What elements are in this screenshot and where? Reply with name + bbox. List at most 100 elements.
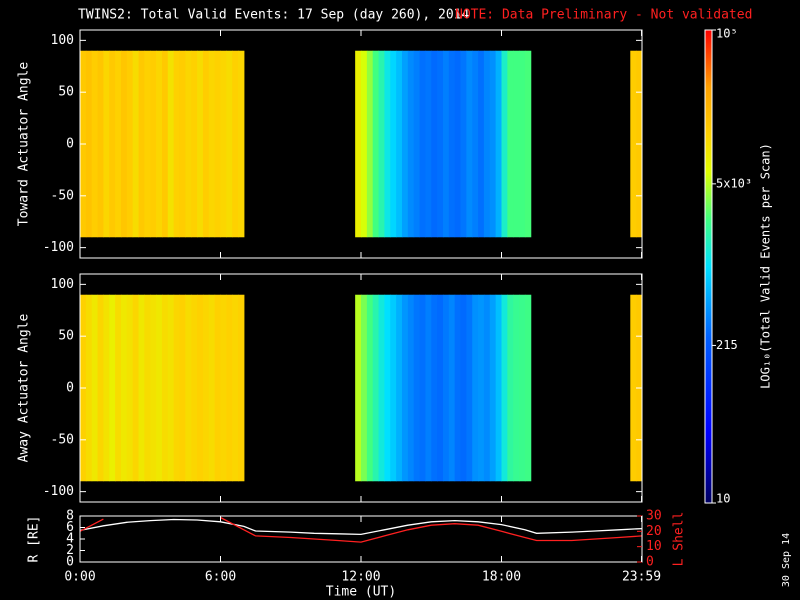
heatmap-cell	[361, 50, 368, 238]
y-tick-label: -50	[51, 188, 74, 203]
heatmap-cell	[120, 50, 128, 238]
y2-tick-label: 10	[646, 539, 662, 554]
heatmap-cell	[437, 50, 444, 238]
heatmap-cell	[413, 294, 421, 482]
heatmap-cell	[513, 294, 520, 482]
heatmap-cell	[460, 50, 467, 238]
heatmap-cell	[185, 294, 192, 482]
heatmap-cell	[419, 50, 426, 238]
heatmap-cell	[132, 294, 140, 482]
heatmap-cell	[390, 50, 397, 238]
heatmap-cell	[173, 294, 181, 482]
heatmap-cell	[355, 294, 362, 482]
y-axis-label: Toward Actuator Angle	[17, 62, 32, 227]
colorbar-tick-label: 215	[716, 338, 738, 352]
heatmap-cell	[483, 50, 491, 238]
heatmap-cell	[120, 294, 128, 482]
heatmap-cell	[401, 50, 409, 238]
heatmap-cell	[208, 294, 216, 482]
heatmap-cell	[524, 294, 532, 482]
colorbar-tick-label: 10⁵	[716, 27, 738, 41]
x-tick-label: 0:00	[64, 570, 95, 585]
x-tick-label: 12:00	[341, 570, 380, 585]
heatmap-cell	[202, 294, 210, 482]
heatmap-cell	[361, 294, 368, 482]
heatmap-cell	[226, 50, 233, 238]
heatmap-cell	[220, 294, 227, 482]
series-line	[79, 518, 643, 536]
heatmap-cell	[413, 50, 421, 238]
colorbar	[704, 29, 713, 504]
plot-frame	[79, 515, 643, 563]
heatmap-cell	[103, 50, 110, 238]
y-axis-label: R [RE]	[27, 516, 42, 563]
heatmap-cell	[437, 294, 444, 482]
heatmap-cell	[126, 294, 134, 482]
heatmap-cell	[179, 294, 186, 482]
heatmap-cell	[167, 294, 175, 482]
y-tick-label: 100	[51, 277, 74, 292]
y2-axis-label: L Shell	[672, 512, 687, 567]
heatmap-cell	[519, 50, 526, 238]
chart-title: TWINS2: Total Valid Events: 17 Sep (day …	[78, 8, 470, 23]
heatmap-cell	[495, 294, 502, 482]
heatmap-cell	[454, 294, 462, 482]
heatmap-cell	[161, 50, 169, 238]
heatmap-cell	[489, 50, 497, 238]
y-tick-label: 0	[66, 381, 74, 396]
heatmap-cell	[156, 50, 163, 238]
y-tick-label: -50	[51, 432, 74, 447]
heatmap-cell	[407, 50, 415, 238]
heatmap-cell	[226, 294, 233, 482]
heatmap-cell	[173, 50, 181, 238]
heatmap-cell	[115, 294, 122, 482]
note: NOTE: Data Preliminary - Not validated	[455, 8, 752, 23]
heatmap-cell	[197, 294, 204, 482]
y-tick-label: 100	[51, 33, 74, 48]
heatmap-cell	[489, 294, 497, 482]
heatmap-cell	[85, 50, 93, 238]
heatmap-cell	[202, 50, 210, 238]
heatmap-cell	[419, 294, 426, 482]
heatmap-cell	[425, 294, 432, 482]
heatmap-cell	[507, 50, 514, 238]
heatmap-cell	[197, 50, 204, 238]
heatmap-cell	[396, 294, 403, 482]
x-tick-label: 6:00	[205, 570, 236, 585]
heatmap-cell	[442, 50, 450, 238]
heatmap-cell	[396, 50, 403, 238]
y2-tick-label: 0	[646, 555, 654, 570]
heatmap-cell	[466, 50, 473, 238]
heatmap-cell	[448, 50, 456, 238]
y-tick-label: 0	[66, 555, 74, 570]
y-tick-label: -100	[43, 240, 74, 255]
heatmap-cell	[460, 294, 467, 482]
heatmap-cell	[507, 294, 514, 482]
heatmap-cell	[495, 50, 502, 238]
heatmap-cell	[208, 50, 216, 238]
heatmap-cell	[478, 50, 485, 238]
heatmap-cell	[115, 50, 122, 238]
heatmap-cell	[466, 294, 473, 482]
colorbar-tick-label: 5x10³	[716, 176, 752, 190]
heatmap-cell	[501, 294, 508, 482]
heatmap-cell	[378, 50, 385, 238]
heatmap-cell	[191, 294, 198, 482]
heatmap-cell	[232, 50, 239, 238]
heatmap-cell	[214, 50, 221, 238]
heatmap-cell	[407, 294, 415, 482]
heatmap-cell	[103, 294, 110, 482]
heatmap-cell	[126, 50, 134, 238]
heatmap-cell	[156, 294, 163, 482]
heatmap-cell	[378, 294, 385, 482]
heatmap-cell	[501, 50, 508, 238]
y-tick-label: 6	[66, 520, 74, 535]
heatmap-cell	[109, 294, 116, 482]
heatmap-cell	[390, 294, 397, 482]
y-tick-label: 2	[66, 543, 74, 558]
colorbar-label: LOG₁₀(Total Valid Events per Scan)	[759, 143, 773, 389]
y-tick-label: 4	[66, 532, 74, 547]
heatmap-cell	[91, 294, 99, 482]
y-tick-label: 0	[66, 137, 74, 152]
